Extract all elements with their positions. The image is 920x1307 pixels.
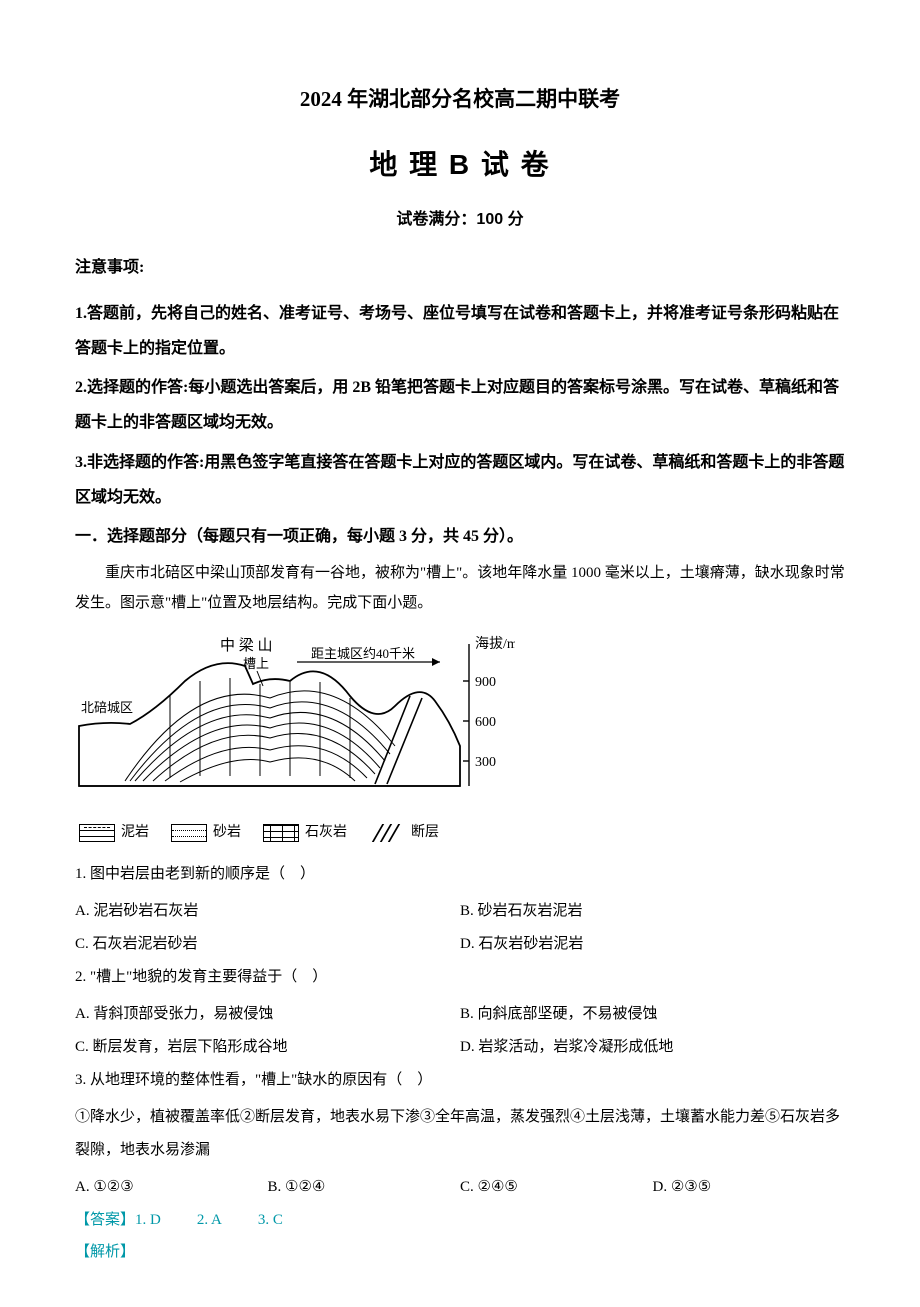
q2-opt-a: A. 背斜顶部受张力，易被侵蚀 [75, 998, 460, 1031]
exam-score-line: 试卷满分：100 分 [75, 205, 845, 235]
answer-1: 1. D [135, 1212, 161, 1228]
notice-item-3: 3.非选择题的作答:用黑色签字笔直接答在答题卡上对应的答题区域内。写在试卷、草稿… [75, 445, 845, 515]
question-2-text: 2. "槽上"地貌的发育主要得益于（ ） [75, 961, 845, 994]
exam-title-line1: 2024 年湖北部分名校高二期中联考 [75, 80, 845, 120]
q1-opt-c: C. 石灰岩泥岩砂岩 [75, 928, 460, 961]
legend-lime-label: 石灰岩 [305, 820, 347, 847]
q1-opt-b: B. 砂岩石灰岩泥岩 [460, 895, 845, 928]
geology-diagram: 海拔/m 900 600 300 [75, 626, 845, 807]
q3-opt-a: A. ①②③ [75, 1171, 268, 1204]
q2-opt-c: C. 断层发育，岩层下陷形成谷地 [75, 1031, 460, 1064]
q2-opt-d: D. 岩浆活动，岩浆冷凝形成低地 [460, 1031, 845, 1064]
legend-fault-label: 断层 [411, 820, 439, 847]
legend-mud: 泥岩 [79, 820, 149, 847]
label-mountain: 中 梁 山 [220, 637, 273, 654]
ytick-900: 900 [475, 675, 496, 690]
answers-line: 【答案】1. D 2. A 3. C [75, 1204, 845, 1237]
answer-2: 2. A [197, 1212, 222, 1228]
answer-3: 3. C [258, 1212, 283, 1228]
answers-label: 【答案】 [75, 1212, 135, 1228]
legend-fault: 断层 [369, 820, 439, 847]
question-2-options: A. 背斜顶部受张力，易被侵蚀 B. 向斜底部坚硬，不易被侵蚀 [75, 998, 845, 1031]
q3-opt-c: C. ②④⑤ [460, 1171, 653, 1204]
question-1-options: A. 泥岩砂岩石灰岩 B. 砂岩石灰岩泥岩 [75, 895, 845, 928]
legend-lime: 石灰岩 [263, 820, 347, 847]
legend-sand-label: 砂岩 [213, 820, 241, 847]
notice-item-1: 1.答题前，先将自己的姓名、准考证号、考场号、座位号填写在试卷和答题卡上，并将准… [75, 296, 845, 366]
ytick-600: 600 [475, 715, 496, 730]
question-1-text: 1. 图中岩层由老到新的顺序是（ ） [75, 858, 845, 891]
question-3-options: A. ①②③ B. ①②④ C. ②④⑤ D. ②③⑤ [75, 1171, 845, 1204]
exam-title-line2: 地 理 B 试 卷 [75, 138, 845, 191]
analysis-label: 【解析】 [75, 1237, 845, 1267]
q2-opt-b: B. 向斜底部坚硬，不易被侵蚀 [460, 998, 845, 1031]
question-1-options-row2: C. 石灰岩泥岩砂岩 D. 石灰岩砂岩泥岩 [75, 928, 845, 961]
label-trough: 槽上 [243, 656, 269, 671]
notice-heading: 注意事项: [75, 253, 845, 283]
notice-item-2: 2.选择题的作答:每小题选出答案后，用 2B 铅笔把答题卡上对应题目的答案标号涂… [75, 370, 845, 440]
label-distance: 距主城区约40千米 [311, 646, 415, 661]
question-2-options-row2: C. 断层发育，岩层下陷形成谷地 D. 岩浆活动，岩浆冷凝形成低地 [75, 1031, 845, 1064]
ytick-300: 300 [475, 755, 496, 770]
legend-sand: 砂岩 [171, 820, 241, 847]
axis-label: 海拔/m [475, 636, 515, 652]
q3-opt-b: B. ①②④ [268, 1171, 461, 1204]
question-3-extra: ①降水少，植被覆盖率低②断层发育，地表水易下渗③全年高温，蒸发强烈④土层浅薄，土… [75, 1101, 845, 1167]
diagram-legend: 泥岩 砂岩 石灰岩 断层 [79, 820, 845, 847]
q1-opt-d: D. 石灰岩砂岩泥岩 [460, 928, 845, 961]
question-stem-paragraph: 重庆市北碚区中梁山顶部发育有一谷地，被称为"槽上"。该地年降水量 1000 毫米… [75, 558, 845, 618]
legend-mud-label: 泥岩 [121, 820, 149, 847]
label-city: 北碚城区 [81, 700, 133, 715]
question-3-text: 3. 从地理环境的整体性看，"槽上"缺水的原因有（ ） [75, 1064, 845, 1097]
section-mcq-heading: 一．选择题部分（每题只有一项正确，每小题 3 分，共 45 分）。 [75, 519, 845, 554]
q3-opt-d: D. ②③⑤ [653, 1171, 846, 1204]
q1-opt-a: A. 泥岩砂岩石灰岩 [75, 895, 460, 928]
